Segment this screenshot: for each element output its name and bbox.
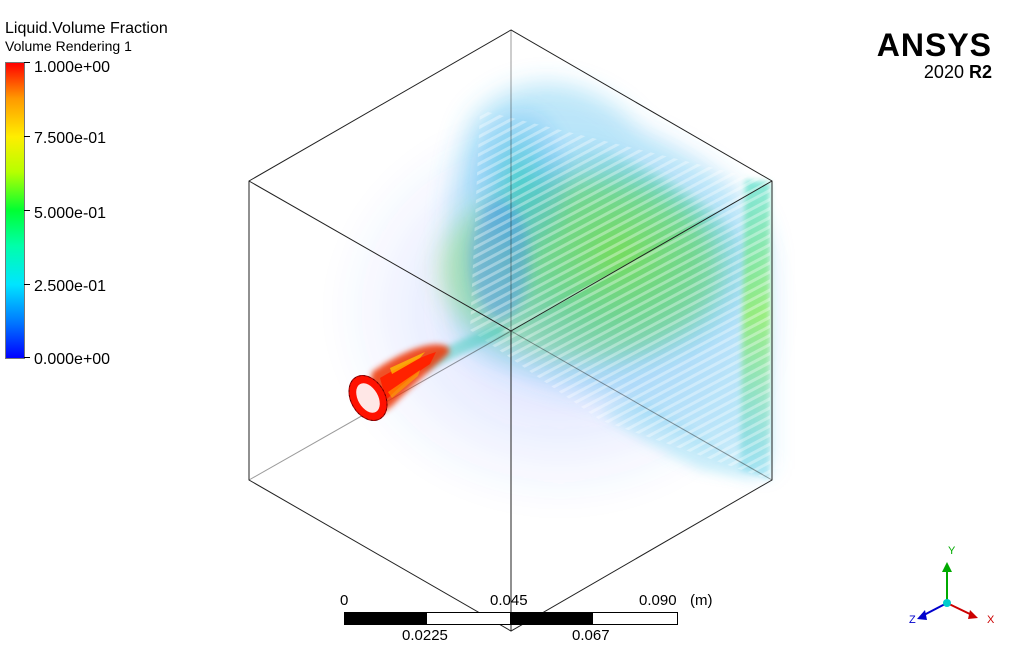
ansys-logo: ANSYS 2020 R2 (877, 28, 992, 82)
colorbar-tick-label: 1.000e+00 (34, 59, 111, 76)
colorbar-tick (24, 357, 30, 358)
logo-release: R2 (968, 62, 992, 82)
scale-unit: (m) (690, 592, 713, 609)
volume-rendering (330, 82, 790, 510)
axis-triad (917, 562, 978, 620)
triad-z-axis (921, 602, 948, 617)
colorbar-tick (24, 136, 30, 137)
triad-origin (943, 599, 951, 607)
triad-y-label: Y (948, 545, 956, 557)
colorbar-tick-label: 0.000e+00 (34, 351, 111, 368)
colorbar-tick-label: 2.500e-01 (34, 278, 107, 295)
colorbar-tick-label: 7.500e-01 (34, 130, 107, 147)
triad-z-label: Z (909, 614, 916, 626)
colorbar-tick (24, 210, 30, 211)
scale-label: 0 (340, 592, 349, 609)
logo-version: 2020 R2 (877, 62, 992, 82)
scale-label: 0.045 (490, 592, 528, 609)
scale-label: 0.090 (639, 592, 677, 609)
colorbar-tick-label: 5.000e-01 (34, 205, 107, 222)
logo-brand: ANSYS (876, 27, 992, 63)
triad-x-label: X (987, 614, 995, 626)
scale-label: 0.067 (572, 627, 610, 644)
injector-nozzle (348, 344, 450, 421)
legend-subtitle: Volume Rendering 1 (5, 38, 132, 54)
colorbar-tick (24, 62, 30, 63)
scale-label: 0.0225 (402, 627, 448, 644)
legend-title: Liquid.Volume Fraction (5, 20, 168, 37)
colorbar-tick (24, 284, 30, 285)
logo-year: 2020 (923, 62, 964, 82)
